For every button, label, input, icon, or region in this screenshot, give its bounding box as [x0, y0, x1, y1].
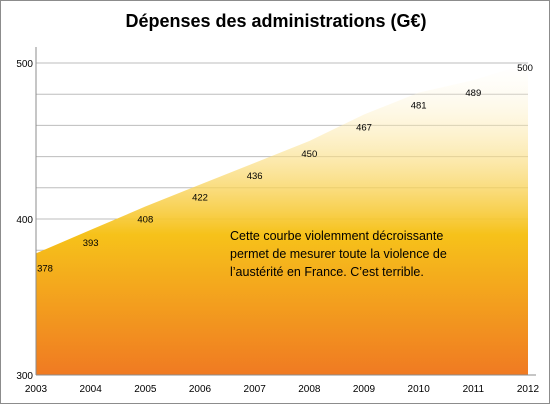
data-label: 481 — [411, 101, 427, 112]
data-label: 450 — [301, 149, 317, 160]
x-tick-label: 2004 — [80, 384, 103, 395]
x-tick-label: 2005 — [134, 384, 157, 395]
area-series — [36, 63, 528, 375]
x-tick-label: 2010 — [408, 384, 431, 395]
data-label: 436 — [247, 171, 263, 182]
area-fill — [36, 63, 528, 375]
y-axis-ticks: 300 400 500 — [16, 59, 33, 382]
y-tick-label: 400 — [16, 215, 33, 226]
x-tick-label: 2009 — [353, 384, 376, 395]
data-labels: 378 393 408 422 436 450 467 481 489 500 — [37, 63, 533, 274]
x-tick-label: 2012 — [517, 384, 540, 395]
annotation-text: Cette courbe violemment décroissante per… — [230, 229, 447, 279]
data-label: 393 — [83, 238, 99, 249]
data-label: 489 — [465, 88, 481, 99]
data-label: 500 — [517, 63, 533, 74]
x-tick-label: 2008 — [298, 384, 321, 395]
data-label: 408 — [137, 215, 153, 226]
x-tick-label: 2006 — [189, 384, 212, 395]
y-tick-label: 500 — [16, 59, 33, 70]
data-label: 467 — [356, 122, 372, 133]
x-tick-label: 2007 — [244, 384, 267, 395]
axes — [35, 47, 536, 376]
data-label: 378 — [37, 263, 53, 274]
chart-title: Dépenses des administrations (G€) — [125, 11, 427, 31]
x-tick-label: 2003 — [25, 384, 48, 395]
x-tick-label: 2011 — [463, 384, 485, 395]
y-tick-label: 300 — [16, 371, 33, 382]
x-axis-ticks: 2003 2004 2005 2006 2007 2008 2009 2010 2011 2012 — [25, 384, 540, 395]
data-label: 422 — [192, 193, 208, 204]
